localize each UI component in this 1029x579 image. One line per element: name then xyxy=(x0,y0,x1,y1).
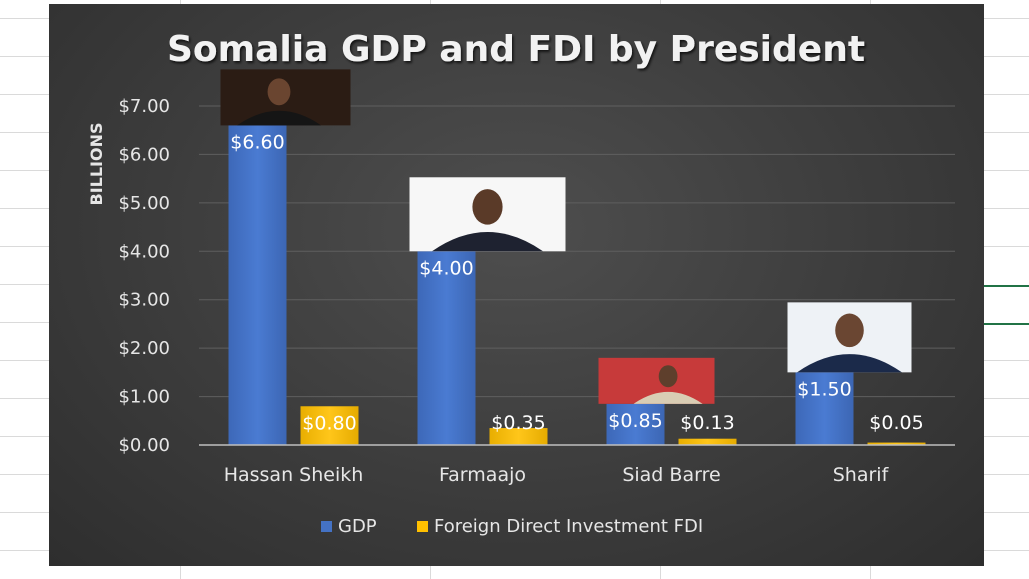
bars xyxy=(228,125,926,445)
data-label-gdp: $4.00 xyxy=(419,257,473,279)
bar-fdi[interactable] xyxy=(489,428,548,445)
y-tick-label: $1.00 xyxy=(118,387,170,408)
legend-label: Foreign Direct Investment FDI xyxy=(434,516,703,537)
data-label-fdi: $0.80 xyxy=(302,412,356,434)
y-axis-ticks: $0.00 $1.00 $2.00 $3.00 $4.00 $5.00 $6.00 $7.00 xyxy=(118,96,170,456)
bar-chart: Somalia GDP and FDI by President BILLION… xyxy=(87,29,955,537)
category-label: Sharif xyxy=(833,464,890,486)
data-label-fdi: $0.13 xyxy=(680,412,734,434)
legend-swatch xyxy=(321,521,332,532)
category-label: Siad Barre xyxy=(622,464,720,486)
y-tick-label: $3.00 xyxy=(118,290,170,311)
legend-label: GDP xyxy=(338,516,377,537)
data-label-fdi: $0.35 xyxy=(491,412,545,434)
gridlines xyxy=(199,105,955,398)
bar-fdi[interactable] xyxy=(678,438,737,445)
data-label-fdi: $0.05 xyxy=(869,412,923,434)
legend-swatch xyxy=(417,521,428,532)
category-label: Hassan Sheikh xyxy=(224,464,364,486)
data-label-gdp: $1.50 xyxy=(797,378,851,400)
y-tick-label: $0.00 xyxy=(118,435,170,456)
y-tick-label: $4.00 xyxy=(118,241,170,262)
portraits xyxy=(220,69,912,404)
data-label-gdp: $0.85 xyxy=(608,410,662,432)
bar-gdp[interactable] xyxy=(795,372,854,445)
category-label: Farmaajo xyxy=(439,464,526,486)
portrait-hassan-sheikh xyxy=(220,69,351,126)
y-tick-label: $7.00 xyxy=(118,96,170,117)
legend-item-fdi[interactable]: Foreign Direct Investment FDI xyxy=(417,516,703,537)
legend-item-gdp[interactable]: GDP xyxy=(321,516,377,537)
legend[interactable]: GDP Foreign Direct Investment FDI xyxy=(321,516,703,537)
portrait-farmaajo xyxy=(409,177,566,252)
portrait-siad-barre xyxy=(598,357,715,404)
y-axis-label: BILLIONS xyxy=(87,122,106,205)
portrait-sharif xyxy=(787,302,912,373)
y-tick-label: $2.00 xyxy=(118,338,170,359)
bar-fdi[interactable] xyxy=(300,406,359,445)
y-tick-label: $5.00 xyxy=(118,193,170,214)
bar-gdp[interactable] xyxy=(606,403,665,445)
chart-title: Somalia GDP and FDI by President xyxy=(167,29,865,70)
data-labels: $6.60 $0.80 $4.00 $0.35 $0.85 $0.13 $1.50 $0.05 xyxy=(230,131,923,434)
bar-fdi[interactable] xyxy=(867,442,926,445)
bar-gdp[interactable] xyxy=(228,125,287,445)
bar-gdp[interactable] xyxy=(417,251,476,445)
data-label-gdp: $6.60 xyxy=(230,131,284,153)
x-axis-categories: Hassan Sheikh Farmaajo Siad Barre Sharif xyxy=(224,464,890,486)
chart-area[interactable] xyxy=(49,4,984,566)
y-tick-label: $6.00 xyxy=(118,144,170,165)
